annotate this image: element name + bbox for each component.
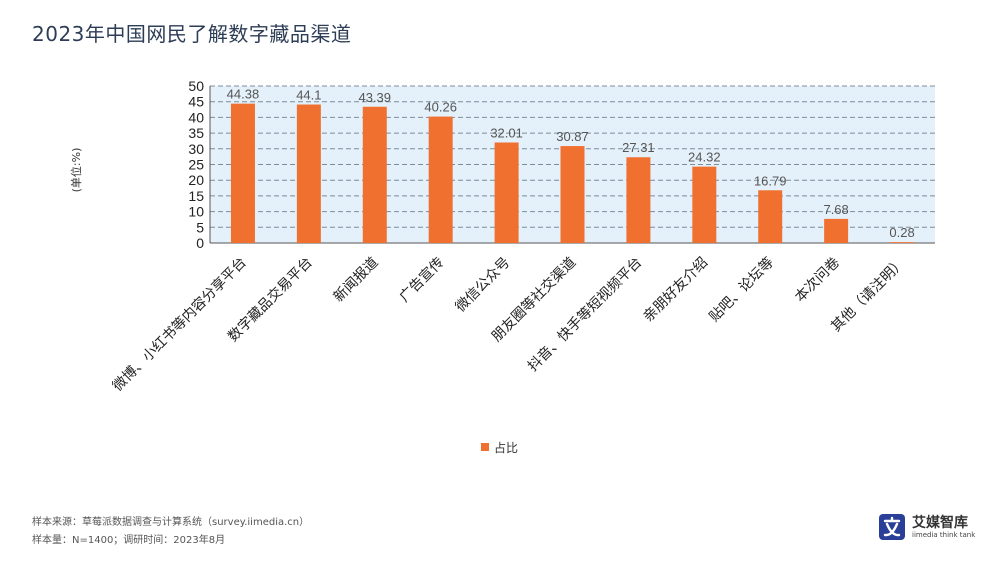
- x-category-label: 亲朋好友介绍: [640, 255, 711, 326]
- data-label: 7.68: [823, 202, 848, 217]
- legend-label: 占比: [494, 440, 518, 455]
- data-label: 30.87: [556, 129, 589, 144]
- data-label: 40.26: [424, 100, 457, 115]
- bar: [362, 106, 387, 243]
- x-category-label: 本次问卷: [792, 255, 843, 306]
- bar: [560, 146, 585, 243]
- bar: [758, 190, 783, 243]
- y-tick-label: 40: [188, 109, 204, 125]
- data-label: 44.38: [227, 87, 260, 102]
- page-title: 2023年中国网民了解数字藏品渠道: [32, 22, 352, 46]
- y-tick-label: 0: [196, 235, 204, 251]
- legend-swatch: [481, 443, 489, 451]
- brand-logo: 艾媒智库 iimedia think tank: [879, 514, 975, 540]
- data-label: 27.31: [622, 140, 655, 155]
- y-tick-label: 30: [188, 141, 204, 157]
- x-category-label: 贴吧、论坛等: [706, 254, 777, 325]
- y-tick-label: 25: [188, 157, 204, 173]
- y-tick-label: 50: [188, 78, 204, 94]
- x-category-label: 新闻报道: [331, 255, 382, 306]
- bar: [296, 104, 321, 243]
- bar: [890, 242, 915, 243]
- y-tick-label: 35: [188, 125, 204, 141]
- iimedia-logo-icon: [879, 514, 905, 540]
- data-label: 32.01: [490, 125, 523, 140]
- source-note: 样本来源：草莓派数据调查与计算系统（survey.iimedia.cn）: [32, 517, 310, 528]
- x-category-label: 广告宣传: [397, 255, 448, 306]
- data-label: 43.39: [358, 90, 391, 105]
- bar: [824, 218, 849, 243]
- logo-subtitle: iimedia think tank: [912, 530, 976, 539]
- x-category-label: 微信公众号: [453, 255, 514, 316]
- bar: [230, 103, 255, 244]
- bar: [626, 157, 651, 243]
- y-tick-label: 5: [196, 219, 204, 235]
- bar: [428, 116, 453, 243]
- sample-note: 样本量：N=1400；调研时间：2023年8月: [32, 535, 226, 546]
- y-tick-label: 15: [188, 188, 204, 204]
- y-tick-label: 20: [188, 172, 204, 188]
- bar: [692, 166, 717, 243]
- data-label: 44.1: [296, 88, 321, 103]
- x-category-label: 微博、小红书等内容分享平台: [109, 254, 250, 395]
- footer-notes: 样本来源：草莓派数据调查与计算系统（survey.iimedia.cn） 样本量…: [32, 514, 309, 550]
- y-tick-label: 10: [188, 204, 204, 220]
- data-label: 0.28: [889, 225, 914, 240]
- y-tick-label: 45: [188, 94, 204, 110]
- logo-name: 艾媒智库: [912, 514, 968, 531]
- data-label: 16.79: [754, 173, 787, 188]
- bar: [494, 142, 519, 243]
- x-category-label: 抖音、快手等短视频平台: [524, 254, 645, 375]
- data-label: 24.32: [688, 150, 721, 165]
- y-axis-title: (单位:%): [69, 148, 83, 193]
